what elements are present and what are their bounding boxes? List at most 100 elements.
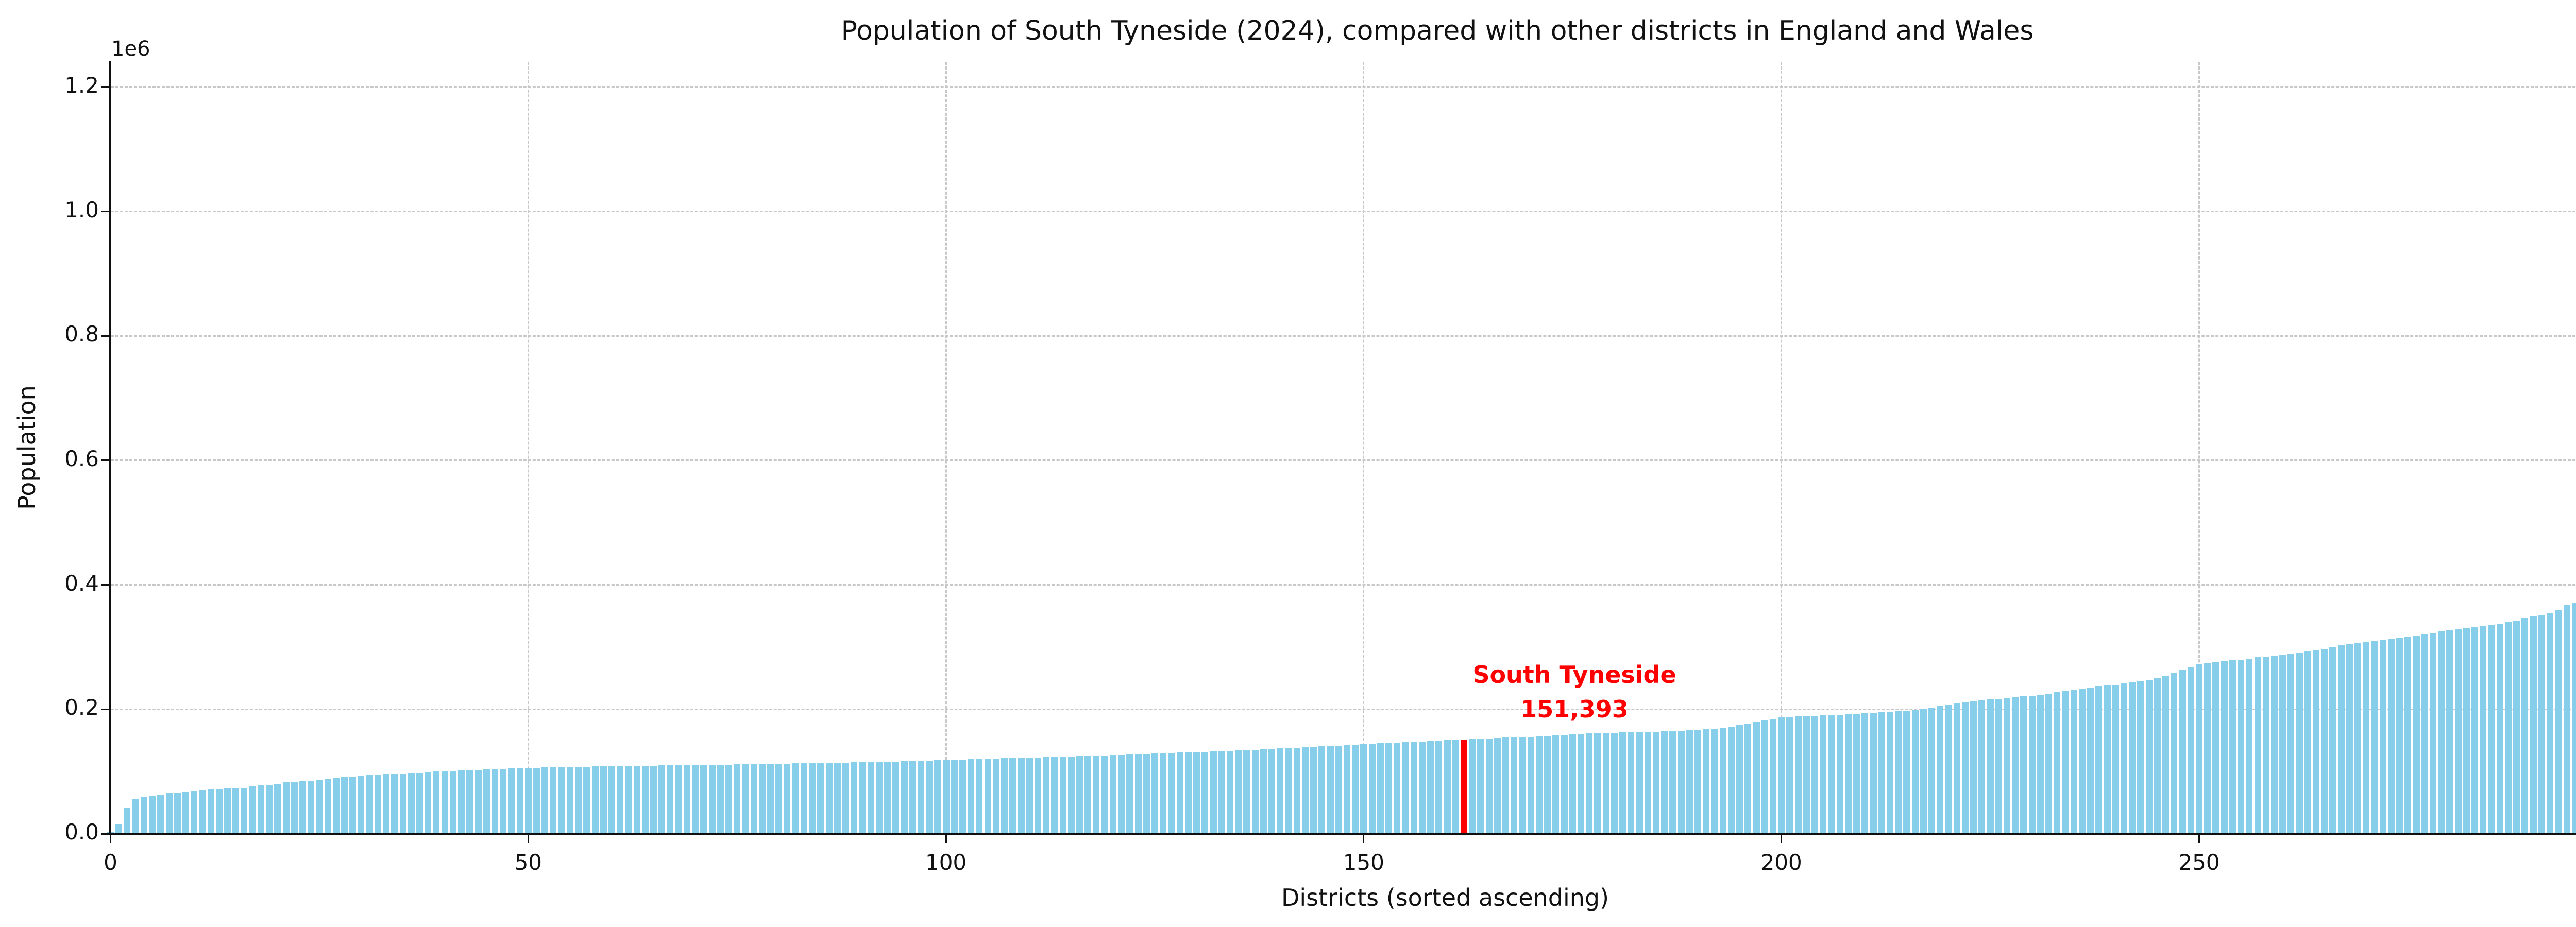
bar xyxy=(1502,737,1510,834)
x-gridline xyxy=(2198,62,2200,834)
bar xyxy=(1067,756,1075,834)
bar xyxy=(1327,746,1334,834)
bar xyxy=(1911,709,1919,834)
bar xyxy=(1727,727,1735,834)
bar xyxy=(1034,757,1041,834)
bar xyxy=(708,765,716,834)
bar xyxy=(1176,752,1183,834)
bar xyxy=(324,779,331,834)
bar xyxy=(750,764,757,834)
bar xyxy=(2087,688,2094,834)
bar xyxy=(1719,727,1726,834)
bar xyxy=(2363,641,2370,834)
bar xyxy=(942,760,950,834)
bar xyxy=(224,788,231,834)
bar xyxy=(884,761,891,834)
bar xyxy=(1318,746,1326,834)
bar xyxy=(2162,676,2170,834)
bar xyxy=(2045,694,2053,834)
bar xyxy=(1485,738,1493,834)
y-tick-label: 0.8 xyxy=(64,321,99,347)
bar xyxy=(784,763,791,834)
highlight-annotation: South Tyneside 151,393 xyxy=(1472,658,1676,727)
bar xyxy=(1402,742,1409,834)
bar xyxy=(1736,725,1743,834)
bar xyxy=(675,765,682,834)
bar xyxy=(257,785,264,834)
bar xyxy=(408,772,415,834)
bar xyxy=(1820,715,1827,834)
bar xyxy=(1661,731,1668,834)
bar xyxy=(775,764,783,834)
x-tick-mark xyxy=(945,835,947,843)
bar xyxy=(2287,654,2295,834)
bar xyxy=(817,763,824,834)
bar xyxy=(1652,731,1659,834)
bar xyxy=(2145,679,2153,834)
bar xyxy=(1552,735,1560,834)
bar xyxy=(2204,663,2211,834)
y-tick-label: 0.0 xyxy=(64,819,99,845)
bar xyxy=(441,771,448,834)
bar xyxy=(2112,684,2119,834)
bar xyxy=(1134,754,1142,834)
x-gridline xyxy=(527,62,529,834)
bar xyxy=(2154,678,2161,834)
bar xyxy=(1018,758,1025,834)
bar xyxy=(2538,614,2545,834)
plot-area: South Tyneside 151,393 xyxy=(107,62,2576,834)
bar xyxy=(433,771,440,834)
bar xyxy=(1811,716,1819,834)
bar xyxy=(633,766,640,834)
bar xyxy=(1920,709,1927,834)
bar xyxy=(1494,737,1501,834)
bar xyxy=(650,765,657,834)
bar xyxy=(2513,620,2520,834)
bar xyxy=(474,769,482,834)
bar xyxy=(2396,638,2403,834)
bar xyxy=(1786,717,1793,834)
bar xyxy=(575,766,582,834)
bar xyxy=(1285,748,1292,834)
bar xyxy=(1444,740,1451,834)
x-axis-spine xyxy=(109,833,2576,835)
x-gridline xyxy=(945,62,947,834)
x-tick-label: 0 xyxy=(104,850,117,875)
y-tick-label: 0.6 xyxy=(64,445,99,471)
bar xyxy=(249,786,256,834)
bar xyxy=(608,766,615,834)
bar xyxy=(1243,750,1250,834)
highlight-annotation-label: South Tyneside xyxy=(1472,661,1676,689)
bar xyxy=(1519,737,1526,834)
bar xyxy=(1794,716,1802,834)
bar xyxy=(717,764,724,834)
bar xyxy=(1628,732,1635,834)
bar xyxy=(308,781,315,834)
y-tick-mark xyxy=(101,335,109,337)
bar xyxy=(2446,629,2453,834)
bar xyxy=(2346,644,2353,834)
bar xyxy=(2028,695,2036,834)
bar xyxy=(625,766,632,834)
bar xyxy=(533,767,540,834)
x-tick-mark xyxy=(110,835,111,843)
bar xyxy=(2329,647,2336,834)
bar xyxy=(541,767,549,834)
bar xyxy=(734,764,741,834)
bar xyxy=(1561,734,1568,834)
x-tick-mark xyxy=(527,835,529,843)
bar xyxy=(566,767,573,834)
bar xyxy=(867,762,874,834)
bar xyxy=(2104,685,2111,834)
bar xyxy=(2321,649,2328,834)
bar xyxy=(266,784,273,834)
bar xyxy=(917,761,924,834)
bar xyxy=(1277,748,1284,834)
bar xyxy=(1059,757,1066,834)
bar xyxy=(2212,662,2219,834)
bar xyxy=(1184,752,1192,834)
bar xyxy=(792,763,799,834)
bar xyxy=(2238,659,2245,834)
bar xyxy=(1051,757,1058,834)
bar xyxy=(1586,733,1593,834)
